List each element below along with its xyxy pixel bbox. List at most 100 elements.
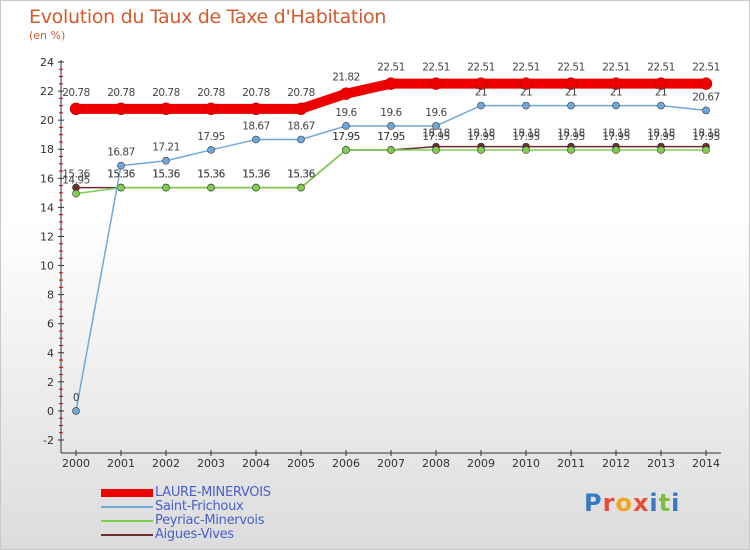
data-label: 21 — [520, 87, 532, 99]
y-tick-label: 14 — [40, 201, 54, 214]
legend-swatch — [101, 489, 153, 497]
x-tick-label: 2001 — [107, 457, 135, 470]
data-point — [117, 183, 125, 192]
data-label: 18.18 — [692, 128, 720, 140]
data-point — [72, 407, 80, 415]
data-point — [387, 146, 395, 154]
legend-item: LAURE-MINERVOIS — [101, 486, 271, 500]
y-tick-label: -2 — [43, 434, 54, 447]
data-point — [69, 102, 83, 116]
data-label: 18.18 — [602, 128, 630, 140]
y-tick-label: 10 — [40, 260, 54, 273]
x-tick-label: 2010 — [512, 457, 540, 470]
logo-letter: P — [584, 489, 603, 517]
data-point — [207, 146, 215, 154]
data-label: 18.67 — [242, 120, 270, 132]
data-label: 21 — [610, 87, 622, 99]
data-label: 15.36 — [287, 169, 315, 181]
data-label: 17.95 — [467, 131, 495, 143]
data-label: 17.95 — [647, 131, 675, 143]
x-tick-label: 2006 — [332, 457, 360, 470]
x-tick-label: 2014 — [692, 457, 720, 470]
chart-subtitle: (en %) — [29, 29, 66, 42]
data-label: 17.95 — [332, 131, 360, 143]
data-label: 18.18 — [422, 128, 450, 140]
data-point — [114, 102, 128, 116]
data-point — [429, 77, 443, 90]
data-label: 21.82 — [332, 72, 360, 84]
y-tick-label: 2 — [47, 376, 54, 389]
data-label: 19.6 — [335, 107, 357, 119]
data-point — [297, 183, 305, 192]
x-tick-label: 2005 — [287, 457, 315, 470]
data-label: 20.78 — [152, 87, 180, 99]
data-label: 15.36 — [242, 169, 270, 181]
data-point — [564, 77, 578, 90]
legend-item: Aigues-Vives — [101, 528, 271, 542]
data-point — [384, 77, 398, 90]
x-tick-label: 2003 — [197, 457, 225, 470]
data-label: 20.78 — [107, 87, 135, 99]
data-label: 18.18 — [512, 128, 540, 140]
legend-label: LAURE-MINERVOIS — [155, 485, 271, 500]
logo-letter: o — [615, 489, 633, 517]
data-label: 15.36 — [287, 169, 315, 181]
data-point — [657, 101, 665, 110]
data-label: 16.87 — [107, 147, 135, 159]
y-tick-label: 20 — [40, 114, 54, 127]
data-label: 15.36 — [152, 169, 180, 181]
data-point — [117, 161, 125, 170]
data-point — [699, 77, 713, 90]
data-label: 0 — [73, 392, 79, 404]
data-label: 18.18 — [647, 128, 675, 140]
logo-letter: i — [649, 489, 659, 517]
x-tick-label: 2013 — [647, 457, 675, 470]
logo-letter: i — [671, 489, 681, 517]
legend-label: Aigues-Vives — [155, 527, 234, 542]
data-label: 22.51 — [422, 62, 450, 74]
legend-item: Saint-Frichoux — [101, 500, 271, 514]
data-label: 15.36 — [62, 169, 90, 181]
data-label: 20.78 — [62, 87, 90, 99]
data-point — [207, 183, 215, 192]
data-point — [612, 146, 620, 154]
y-tick-label: 22 — [40, 85, 54, 98]
data-label: 17.95 — [557, 131, 585, 143]
data-label: 15.36 — [152, 169, 180, 181]
legend-swatch — [101, 506, 153, 508]
y-tick-label: 4 — [47, 347, 54, 360]
data-label: 22.51 — [467, 62, 495, 74]
y-tick-label: 16 — [40, 172, 54, 185]
data-point — [72, 189, 80, 198]
logo-letter: x — [632, 489, 650, 517]
data-point — [477, 146, 485, 154]
data-point — [702, 106, 710, 115]
data-point — [252, 183, 260, 192]
data-label: 17.95 — [692, 131, 720, 143]
data-label: 19.6 — [380, 107, 402, 119]
data-point — [567, 101, 575, 110]
data-point — [297, 135, 305, 144]
legend-label: Peyriac-Minervois — [155, 513, 265, 528]
data-point — [252, 135, 260, 144]
data-point — [657, 146, 665, 154]
data-label: 17.95 — [422, 131, 450, 143]
data-point — [522, 146, 530, 154]
data-label: 17.95 — [602, 131, 630, 143]
x-tick-label: 2009 — [467, 457, 495, 470]
legend-swatch — [101, 520, 153, 522]
data-point — [432, 146, 440, 154]
data-point — [159, 102, 173, 116]
data-label: 22.51 — [377, 62, 405, 74]
data-label: 17.95 — [512, 131, 540, 143]
data-label: 22.51 — [512, 62, 540, 74]
data-label: 18.18 — [467, 128, 495, 140]
y-tick-label: 12 — [40, 230, 54, 243]
data-label: 17.95 — [197, 131, 225, 143]
data-label: 20.78 — [287, 87, 315, 99]
x-tick-label: 2002 — [152, 457, 180, 470]
x-tick-label: 2000 — [62, 457, 90, 470]
legend-swatch — [101, 534, 153, 536]
x-tick-label: 2004 — [242, 457, 270, 470]
legend-item: Peyriac-Minervois — [101, 514, 271, 528]
